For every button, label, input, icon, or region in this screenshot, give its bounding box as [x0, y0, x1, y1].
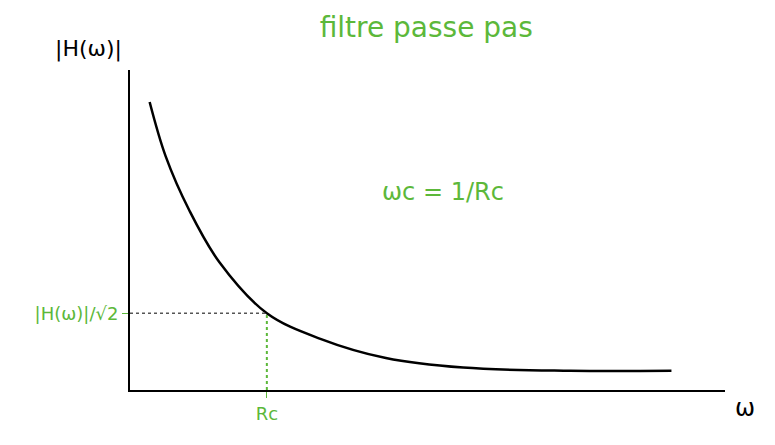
svg-text:|H(ω)|: |H(ω)|: [55, 36, 122, 62]
svg-text:ωc = 1/Rc: ωc = 1/Rc: [382, 178, 504, 206]
svg-text:filtre passe pas: filtre passe pas: [320, 11, 533, 44]
svg-text:Rc: Rc: [256, 403, 278, 424]
svg-text:ω: ω: [735, 394, 755, 422]
svg-text:|H(ω)|/√2: |H(ω)|/√2: [35, 303, 119, 324]
